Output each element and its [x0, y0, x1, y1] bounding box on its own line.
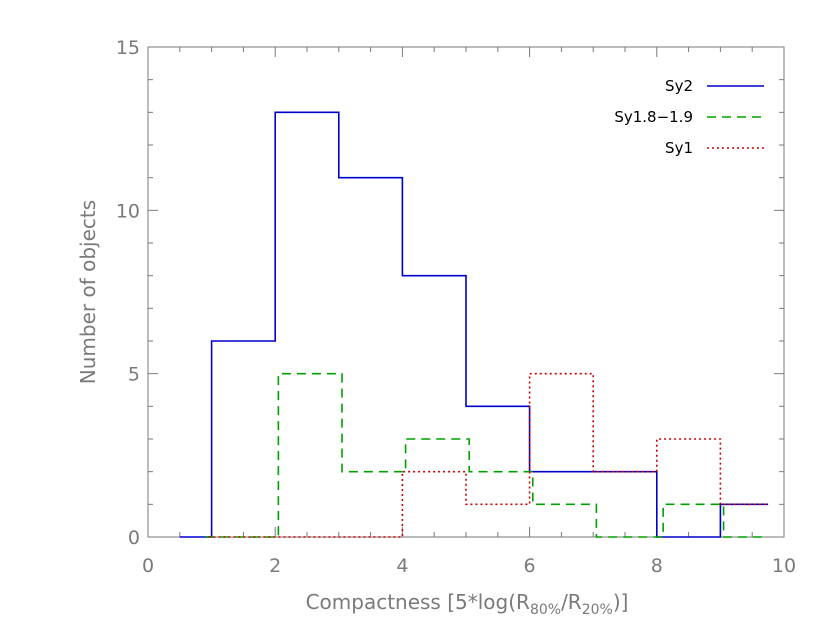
x-axis-title-mid: /R	[561, 590, 582, 614]
y-tick-label: 15	[116, 37, 140, 59]
legend-label: Sy2	[665, 77, 693, 95]
legend-label: Sy1.8−1.9	[614, 108, 693, 126]
series-line-2	[208, 372, 769, 538]
y-axis-title: Number of objects	[76, 200, 100, 384]
legend-label: Sy1	[665, 139, 693, 157]
x-tick-label: 6	[524, 555, 536, 577]
x-axis-title-suffix: )]	[613, 590, 629, 614]
x-tick-labels: 0 2 4 6 8 10	[142, 555, 796, 577]
x-tick-label: 8	[651, 555, 663, 577]
x-axis-title: Compactness [5*log(R80%/R20%)]	[306, 590, 629, 618]
y-tick-labels: 0 5 10 15	[116, 37, 140, 549]
y-tick-label: 0	[128, 527, 140, 549]
series-line-1	[205, 372, 769, 538]
x-tick-label: 10	[772, 555, 796, 577]
x-axis-title-sub1: 80%	[530, 602, 561, 618]
series-line-0	[179, 111, 769, 538]
x-tick-label: 0	[142, 555, 154, 577]
x-tick-label: 2	[269, 555, 281, 577]
legend: Sy2 Sy1.8−1.9 Sy1	[614, 77, 764, 157]
y-tick-label: 5	[128, 364, 140, 386]
x-tick-label: 4	[396, 555, 408, 577]
y-tick-label: 10	[116, 200, 140, 222]
x-axis-title-sub2: 20%	[582, 602, 613, 618]
x-axis-title-prefix: Compactness [5*log(R	[306, 590, 530, 614]
series-layer	[179, 111, 769, 538]
